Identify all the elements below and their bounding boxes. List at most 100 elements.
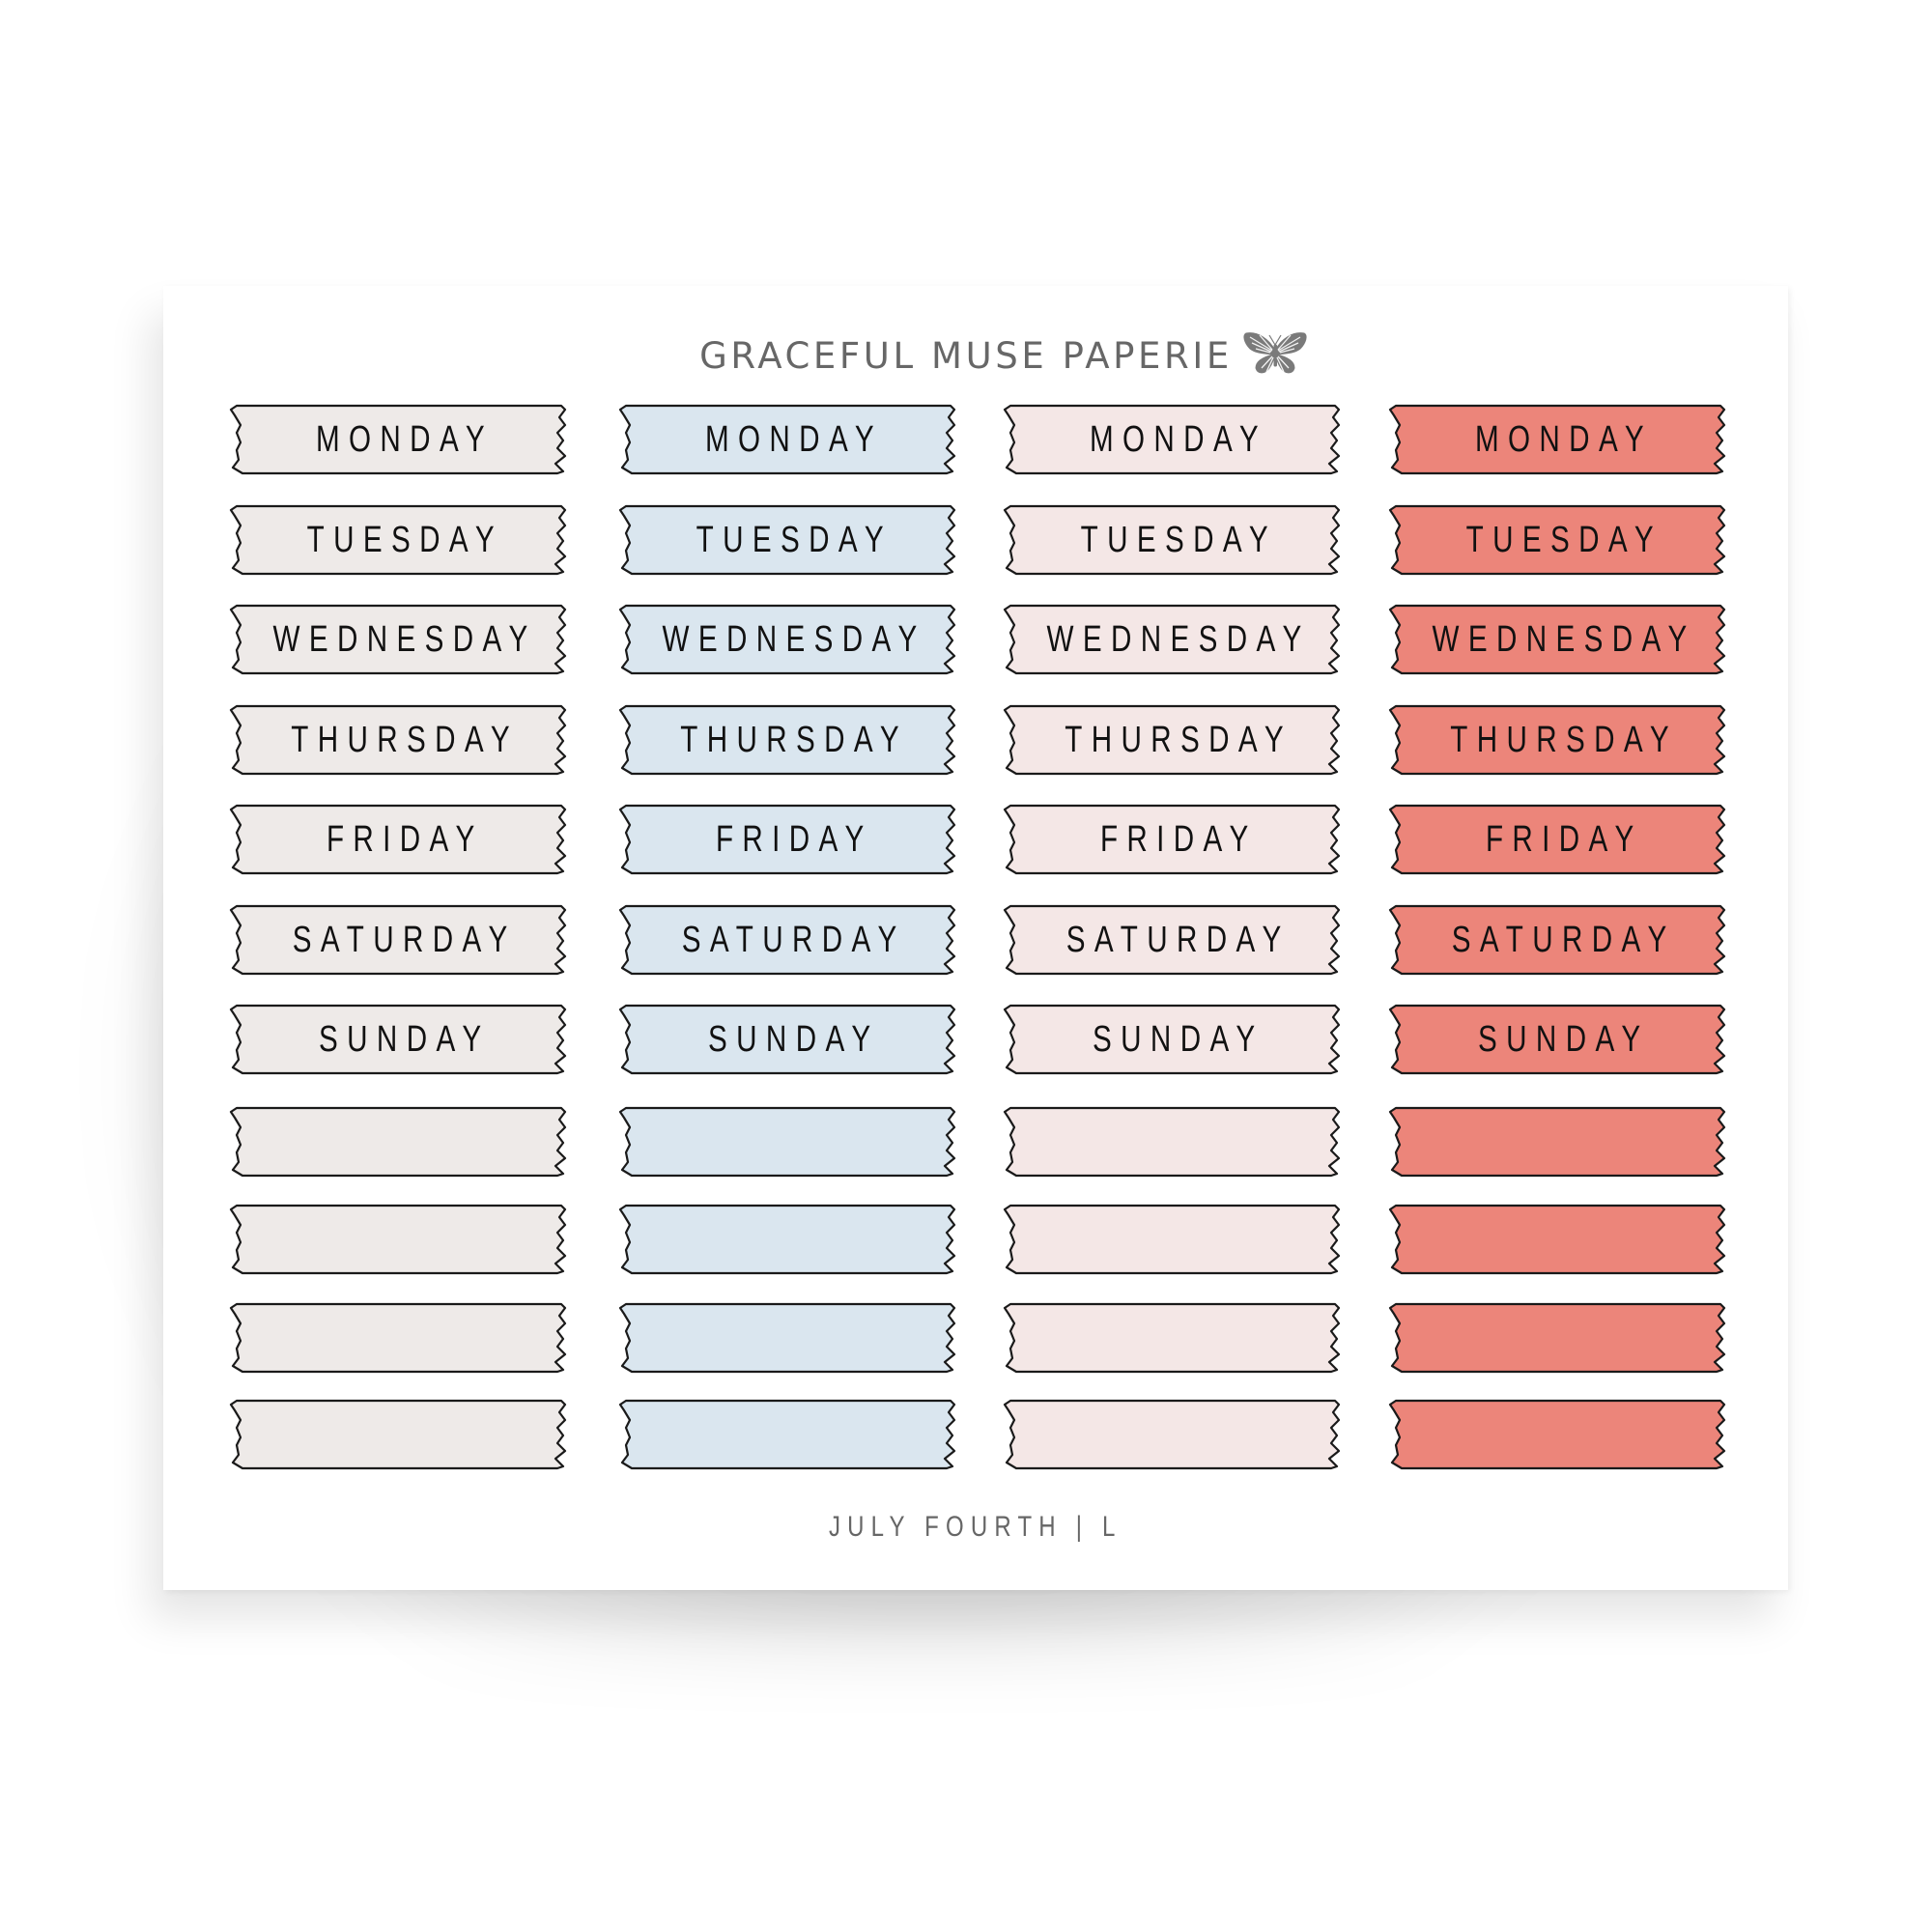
tape-label: MONDAY [618,404,958,475]
washi-tape-shape [1003,404,1341,475]
tape-coral-blank-4 [1388,1399,1728,1470]
day-label: THURSDAY [1450,719,1678,760]
washi-tape-shape [1388,1004,1726,1075]
washi-tape-shape [1388,704,1726,776]
washi-tape-shape [1388,1106,1726,1178]
tape-label: WEDNESDAY [1388,604,1728,675]
tape-label: MONDAY [229,404,569,475]
day-label: SUNDAY [708,1018,880,1060]
tape-coral-blank-1 [1388,1106,1728,1178]
tape-light-blue-saturday: SATURDAY [618,904,958,976]
tape-coral-blank-2 [1388,1204,1728,1275]
tape-label: MONDAY [1388,404,1728,475]
washi-tape-shape [618,504,956,576]
day-label: SATURDAY [293,919,517,960]
washi-tape-shape [618,704,956,776]
tape-label: SATURDAY [1003,904,1343,976]
day-label: SUNDAY [1093,1018,1264,1060]
day-label: WEDNESDAY [272,618,537,660]
washi-tape-shape [1003,1106,1341,1178]
day-label: FRIDAY [1485,818,1643,860]
tape-blush-pink-wednesday: WEDNESDAY [1003,604,1343,675]
tape-coral-wednesday: WEDNESDAY [1388,604,1728,675]
tape-light-blue-blank-1 [618,1106,958,1178]
washi-tape-shape [229,804,567,875]
day-label: TUESDAY [696,519,893,560]
washi-tape-shape [229,704,567,776]
tape-blush-pink-thursday: THURSDAY [1003,704,1343,776]
day-label: WEDNESDAY [662,618,926,660]
tape-label: SUNDAY [1388,1004,1728,1075]
day-label: FRIDAY [326,818,484,860]
day-label: TUESDAY [306,519,503,560]
tape-light-blue-friday: FRIDAY [618,804,958,875]
tape-label: FRIDAY [1003,804,1343,875]
washi-tape-shape [1388,904,1726,976]
washi-tape-shape [229,504,567,576]
washi-tape-shape [618,1399,956,1470]
washi-tape-shape [1388,1302,1726,1374]
day-label: MONDAY [1089,418,1268,460]
tape-blush-pink-monday: MONDAY [1003,404,1343,475]
tape-label: MONDAY [1003,404,1343,475]
day-label: THURSDAY [291,719,519,760]
tape-blush-pink-sunday: SUNDAY [1003,1004,1343,1075]
tape-label: FRIDAY [618,804,958,875]
washi-tape-shape [1388,804,1726,875]
sticker-sheet: GRACEFUL MUSE PAPERIE MONDAY TUESDAY WEDNE… [163,286,1788,1590]
day-label: SUNDAY [319,1018,491,1060]
tape-label: TUESDAY [229,504,569,576]
tape-warm-gray-blank-1 [229,1106,569,1178]
tape-light-blue-thursday: THURSDAY [618,704,958,776]
washi-tape-shape [618,604,956,675]
washi-tape-shape [229,904,567,976]
washi-tape-shape [618,1004,956,1075]
tape-light-blue-blank-3 [618,1302,958,1374]
tape-label: THURSDAY [229,704,569,776]
washi-tape-shape [229,1204,567,1275]
tape-label: TUESDAY [618,504,958,576]
tape-label: FRIDAY [1388,804,1728,875]
day-label: WEDNESDAY [1432,618,1696,660]
tape-light-blue-wednesday: WEDNESDAY [618,604,958,675]
washi-tape-shape [1003,704,1341,776]
tape-coral-sunday: SUNDAY [1388,1004,1728,1075]
tape-warm-gray-blank-2 [229,1204,569,1275]
tape-coral-thursday: THURSDAY [1388,704,1728,776]
day-label: WEDNESDAY [1046,618,1311,660]
tape-label: TUESDAY [1003,504,1343,576]
washi-tape-shape [618,804,956,875]
tape-coral-friday: FRIDAY [1388,804,1728,875]
day-label: FRIDAY [715,818,873,860]
tape-blush-pink-blank-4 [1003,1399,1343,1470]
tape-light-blue-monday: MONDAY [618,404,958,475]
day-label: MONDAY [1474,418,1654,460]
day-label: MONDAY [315,418,495,460]
washi-tape-shape [1003,504,1341,576]
tape-blush-pink-tuesday: TUESDAY [1003,504,1343,576]
washi-tape-shape [618,904,956,976]
butterfly-icon [1243,332,1307,374]
washi-tape-shape [229,404,567,475]
day-label: THURSDAY [680,719,908,760]
washi-tape-shape [229,1399,567,1470]
tape-light-blue-tuesday: TUESDAY [618,504,958,576]
tape-warm-gray-blank-3 [229,1302,569,1374]
tape-blush-pink-blank-1 [1003,1106,1343,1178]
washi-tape-shape [1003,904,1341,976]
tape-label: FRIDAY [229,804,569,875]
tape-blush-pink-saturday: SATURDAY [1003,904,1343,976]
tape-label: SUNDAY [1003,1004,1343,1075]
tape-coral-saturday: SATURDAY [1388,904,1728,976]
tape-blush-pink-blank-3 [1003,1302,1343,1374]
tape-label: SATURDAY [618,904,958,976]
washi-tape-shape [229,1106,567,1178]
day-label: TUESDAY [1465,519,1662,560]
tape-label: THURSDAY [1003,704,1343,776]
day-label: TUESDAY [1080,519,1277,560]
day-label: THURSDAY [1065,719,1293,760]
tape-warm-gray-thursday: THURSDAY [229,704,569,776]
washi-tape-shape [1388,1204,1726,1275]
day-label: MONDAY [704,418,884,460]
tape-warm-gray-monday: MONDAY [229,404,569,475]
